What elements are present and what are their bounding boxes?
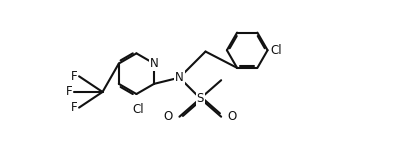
Text: F: F	[71, 70, 78, 83]
Text: Cl: Cl	[132, 103, 144, 116]
Text: O: O	[228, 110, 237, 123]
Text: Cl: Cl	[271, 44, 282, 57]
Text: S: S	[197, 92, 204, 105]
Text: N: N	[175, 71, 184, 84]
Text: N: N	[150, 57, 158, 70]
Text: F: F	[66, 85, 72, 98]
Text: O: O	[164, 110, 173, 123]
Text: F: F	[71, 101, 78, 114]
